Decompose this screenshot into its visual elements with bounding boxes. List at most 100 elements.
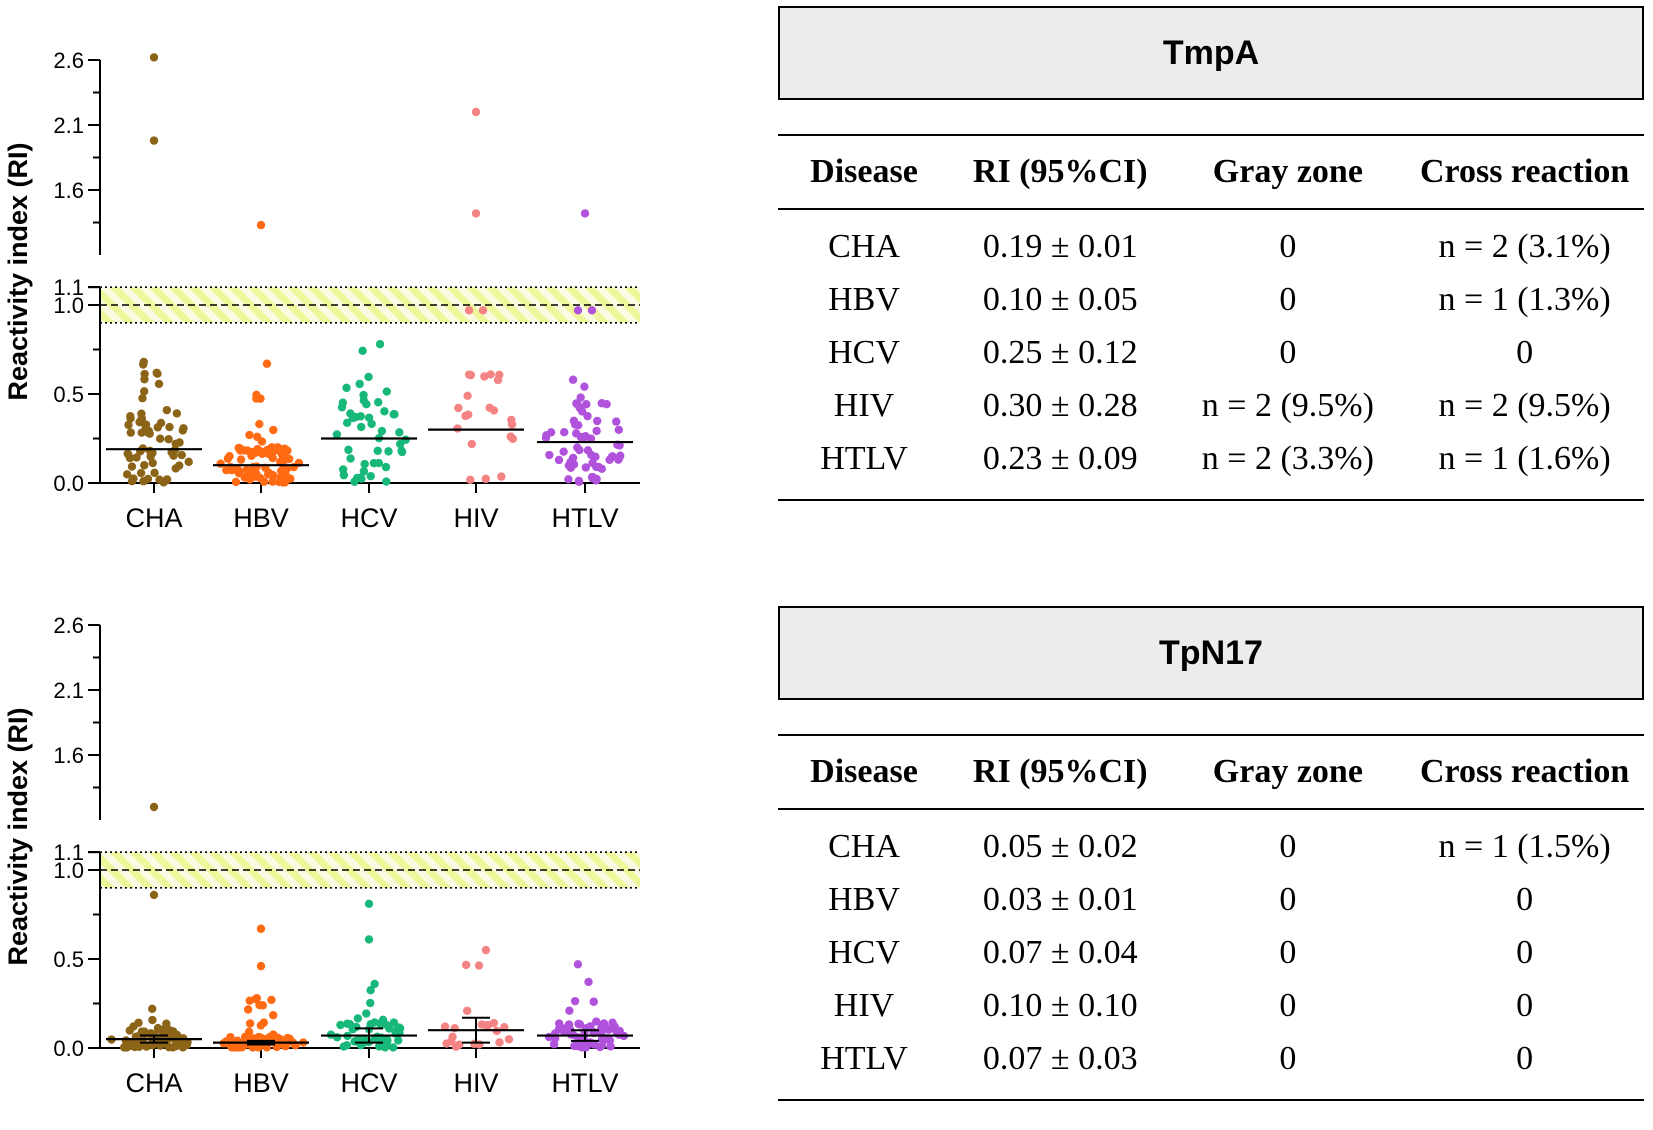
data-point bbox=[362, 400, 371, 409]
data-point bbox=[332, 430, 342, 439]
data-point bbox=[336, 1020, 345, 1030]
data-point bbox=[461, 960, 471, 970]
data-point bbox=[153, 423, 162, 432]
tmpa-title: TmpA bbox=[778, 6, 1644, 100]
data-point bbox=[268, 453, 277, 463]
x-tick-label: HTLV bbox=[551, 503, 618, 533]
data-point bbox=[255, 419, 264, 429]
data-point bbox=[577, 407, 587, 416]
data-point bbox=[506, 432, 515, 441]
data-point bbox=[375, 1042, 384, 1051]
data-point bbox=[474, 961, 484, 970]
data-point bbox=[589, 997, 598, 1006]
outlier-point bbox=[149, 802, 159, 812]
data-point bbox=[546, 428, 556, 437]
table-row: CHA 0.05 ± 0.02 0 n = 1 (1.5%) bbox=[778, 809, 1644, 873]
table-row: HIV 0.30 ± 0.28 n = 2 (9.5%) n = 2 (9.5%… bbox=[778, 379, 1644, 432]
data-point bbox=[607, 452, 616, 462]
data-point bbox=[364, 372, 373, 382]
data-point bbox=[256, 394, 265, 403]
data-point bbox=[612, 417, 621, 426]
table-cell: 0 bbox=[1279, 986, 1297, 1024]
y-tick-label: 0.5 bbox=[53, 947, 84, 972]
data-point bbox=[155, 434, 165, 443]
data-point bbox=[272, 1033, 281, 1042]
data-point bbox=[489, 1018, 499, 1028]
table-header-row: Disease RI (95%CI) Gray zone Cross react… bbox=[778, 135, 1644, 209]
data-point bbox=[462, 1006, 472, 1015]
data-point bbox=[137, 1027, 147, 1036]
data-point bbox=[259, 1018, 269, 1027]
table-cell: 0 bbox=[1516, 933, 1534, 971]
data-point bbox=[370, 979, 379, 989]
data-point bbox=[489, 406, 499, 415]
table-header-row: Disease RI (95%CI) Gray zone Cross react… bbox=[778, 735, 1644, 809]
data-point bbox=[394, 1036, 403, 1045]
data-point bbox=[143, 474, 153, 484]
data-point bbox=[348, 413, 358, 423]
data-point bbox=[245, 1019, 255, 1028]
data-point bbox=[129, 474, 138, 483]
data-point bbox=[339, 1042, 348, 1051]
outlier-point bbox=[471, 209, 481, 218]
y-axis-label: Reactivity index (RI) bbox=[3, 707, 33, 965]
data-point bbox=[154, 379, 164, 389]
data-point bbox=[177, 450, 186, 460]
table-cell: n = 1 (1.5%) bbox=[1438, 827, 1611, 865]
data-point bbox=[148, 1004, 157, 1014]
data-point bbox=[165, 1026, 174, 1035]
data-point bbox=[268, 477, 277, 486]
data-point bbox=[140, 369, 149, 379]
data-point bbox=[216, 459, 225, 468]
data-point bbox=[592, 1017, 601, 1026]
y-tick-label: 1.6 bbox=[53, 743, 84, 768]
data-point bbox=[606, 1042, 615, 1051]
data-point bbox=[138, 394, 147, 403]
data-point bbox=[541, 433, 551, 442]
data-point bbox=[359, 467, 369, 476]
data-point bbox=[140, 461, 149, 470]
data-point bbox=[165, 422, 174, 432]
data-point bbox=[467, 439, 477, 449]
data-point bbox=[593, 416, 602, 426]
y-tick-label: 0.0 bbox=[53, 471, 84, 496]
data-point bbox=[390, 410, 399, 419]
data-point bbox=[157, 1026, 167, 1035]
table-cell: CHA bbox=[828, 827, 900, 865]
data-point bbox=[145, 429, 154, 438]
table-cell: HIV bbox=[833, 986, 895, 1024]
outlier-point bbox=[471, 107, 481, 117]
y-axis-label: Reactivity index (RI) bbox=[3, 142, 33, 400]
data-point bbox=[182, 1040, 191, 1050]
y-tick-label: 1.1 bbox=[53, 840, 84, 865]
data-point bbox=[276, 457, 285, 467]
data-point bbox=[401, 435, 410, 444]
data-point bbox=[284, 454, 294, 464]
data-point bbox=[377, 426, 387, 436]
data-point bbox=[481, 945, 491, 955]
table-cell: 0 bbox=[1279, 280, 1297, 318]
data-point bbox=[162, 1019, 171, 1028]
x-tick-label: HBV bbox=[233, 1068, 289, 1098]
data-point bbox=[570, 1041, 579, 1051]
data-point bbox=[356, 473, 366, 482]
data-point bbox=[137, 409, 146, 418]
data-point bbox=[267, 995, 276, 1005]
table-cell: 0 bbox=[1279, 827, 1297, 865]
data-point bbox=[464, 410, 473, 419]
data-point bbox=[132, 453, 141, 462]
data-point bbox=[574, 476, 584, 485]
table-cell: 0 bbox=[1516, 333, 1534, 371]
data-point bbox=[171, 1042, 180, 1051]
data-point bbox=[356, 412, 365, 421]
data-point bbox=[588, 472, 597, 482]
table-cell: HIV bbox=[833, 386, 895, 424]
data-point bbox=[122, 470, 132, 479]
x-tick-label: CHA bbox=[125, 1068, 182, 1098]
data-point bbox=[148, 458, 157, 468]
data-point bbox=[388, 1043, 398, 1052]
data-point bbox=[584, 977, 593, 987]
data-point bbox=[353, 1014, 363, 1023]
data-point bbox=[566, 1030, 576, 1039]
data-point bbox=[380, 407, 389, 416]
